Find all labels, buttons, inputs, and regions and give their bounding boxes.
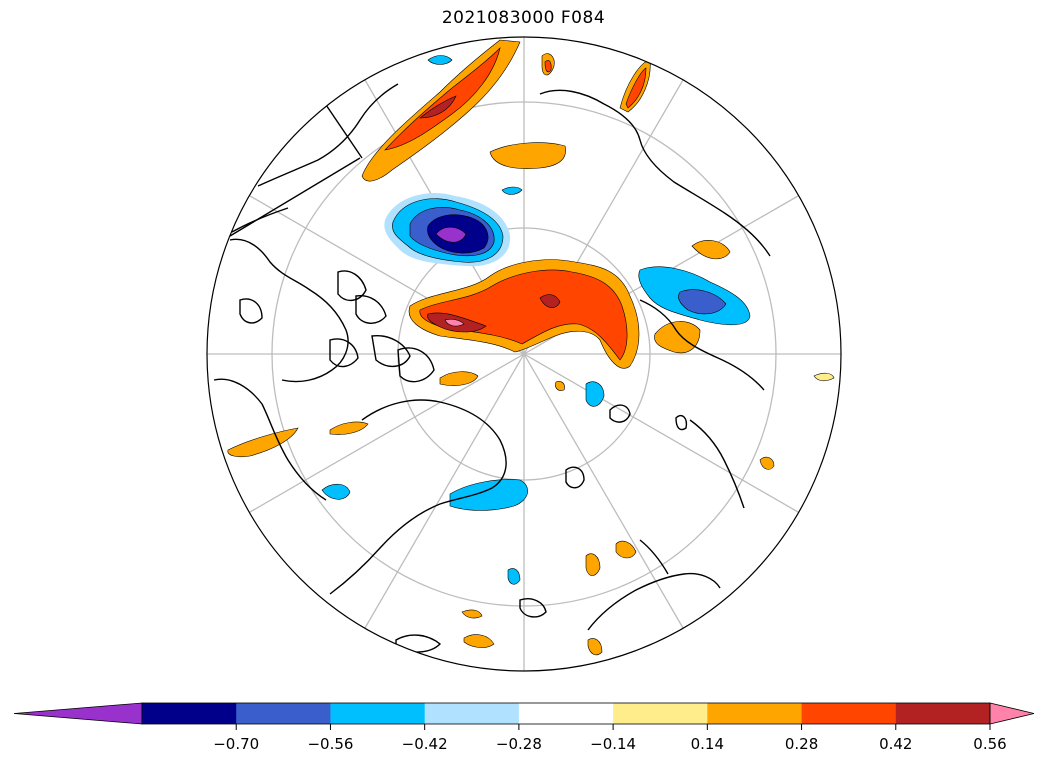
colorbar-tick-label: 0.14 (691, 735, 724, 753)
colorbar-frame (141, 702, 991, 725)
colorbar-segment (424, 703, 520, 724)
colorbar-segment (236, 703, 331, 724)
colorbar-extend-high (989, 702, 1035, 725)
anomaly-fields (227, 39, 835, 656)
colorbar-tick-label: −0.56 (307, 735, 353, 753)
colorbar-segment (801, 703, 897, 724)
colorbar-tick-label: −0.28 (496, 735, 542, 753)
colorbar-segment (707, 703, 803, 724)
colorbar-segment (142, 703, 237, 724)
colorbar-segment (613, 703, 708, 724)
map-title: 2021083000 F084 (441, 8, 606, 28)
colorbar-tick-label: 0.56 (973, 735, 1006, 753)
colorbar-tick-label: −0.42 (402, 735, 448, 753)
colorbar-extend-low (13, 702, 143, 725)
colorbar-tick-label: −0.70 (213, 735, 259, 753)
colorbar-tick-label: 0.28 (785, 735, 818, 753)
colorbar: −0.70 −0.56 −0.42 −0.28 −0.14 0.14 0.28 0.42 0.5… (13, 702, 1035, 753)
map-boundary (206, 36, 842, 672)
graticule (207, 37, 841, 671)
coastlines (213, 83, 771, 653)
colorbar-segment (518, 703, 614, 724)
colorbar-tick-label: −0.14 (590, 735, 636, 753)
colorbar-segment (330, 703, 426, 724)
colorbar-segment (895, 703, 991, 724)
colorbar-tick-label: 0.42 (879, 735, 912, 753)
